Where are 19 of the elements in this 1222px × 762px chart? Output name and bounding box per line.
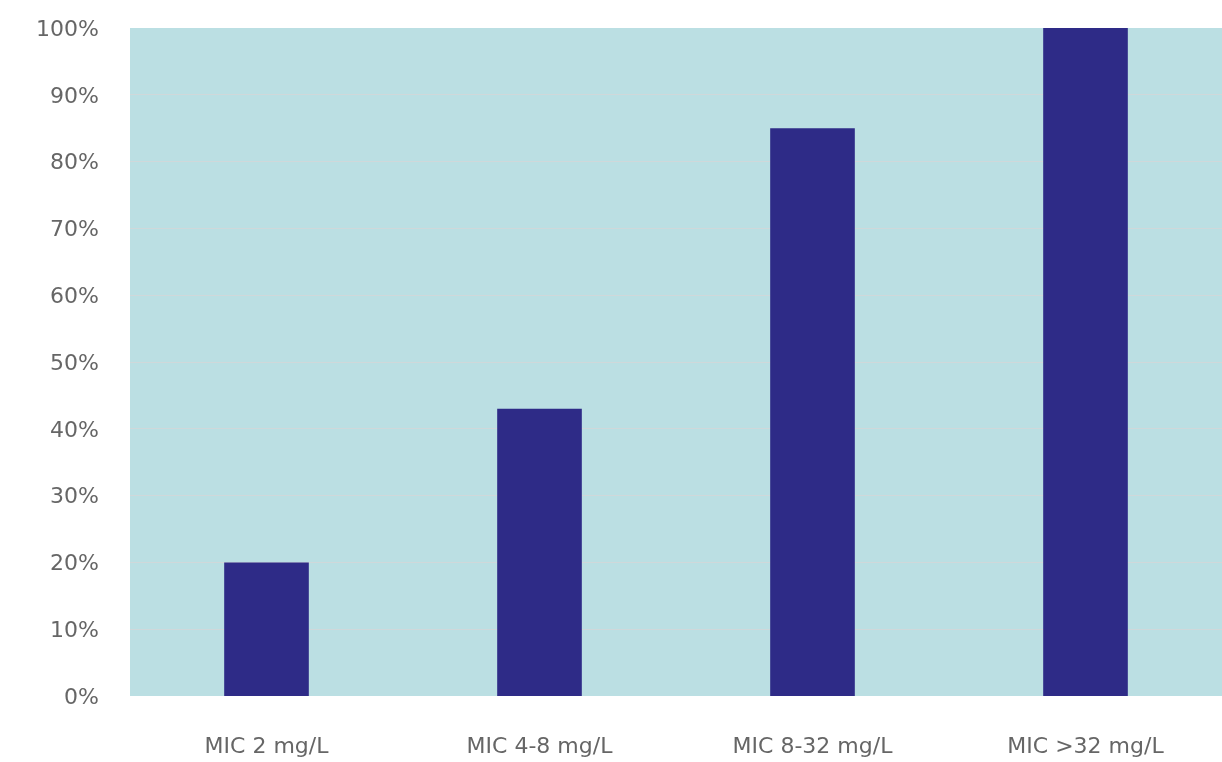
y-tick-label: 0% [64, 683, 99, 709]
x-tick-label: MIC 8-32 mg/L [732, 733, 894, 758]
bar [1043, 28, 1128, 696]
y-tick-label: 80% [50, 149, 99, 175]
y-tick-label: 30% [50, 483, 99, 509]
x-tick-label: MIC 2 mg/L [204, 733, 330, 758]
bar [497, 408, 582, 696]
y-tick-label: 50% [50, 349, 99, 375]
bar [770, 128, 855, 696]
y-tick-label: 40% [50, 416, 99, 442]
x-tick-label: MIC >32 mg/L [1007, 733, 1165, 758]
y-tick-label: 20% [50, 550, 99, 576]
y-tick-label: 100% [36, 15, 99, 41]
y-tick-label: 70% [50, 216, 99, 242]
y-tick-label: 60% [50, 282, 99, 308]
x-tick-label: MIC 4-8 mg/L [466, 733, 614, 758]
y-tick-label: 90% [50, 82, 99, 108]
bar [224, 562, 309, 696]
y-tick-label: 10% [50, 616, 99, 642]
